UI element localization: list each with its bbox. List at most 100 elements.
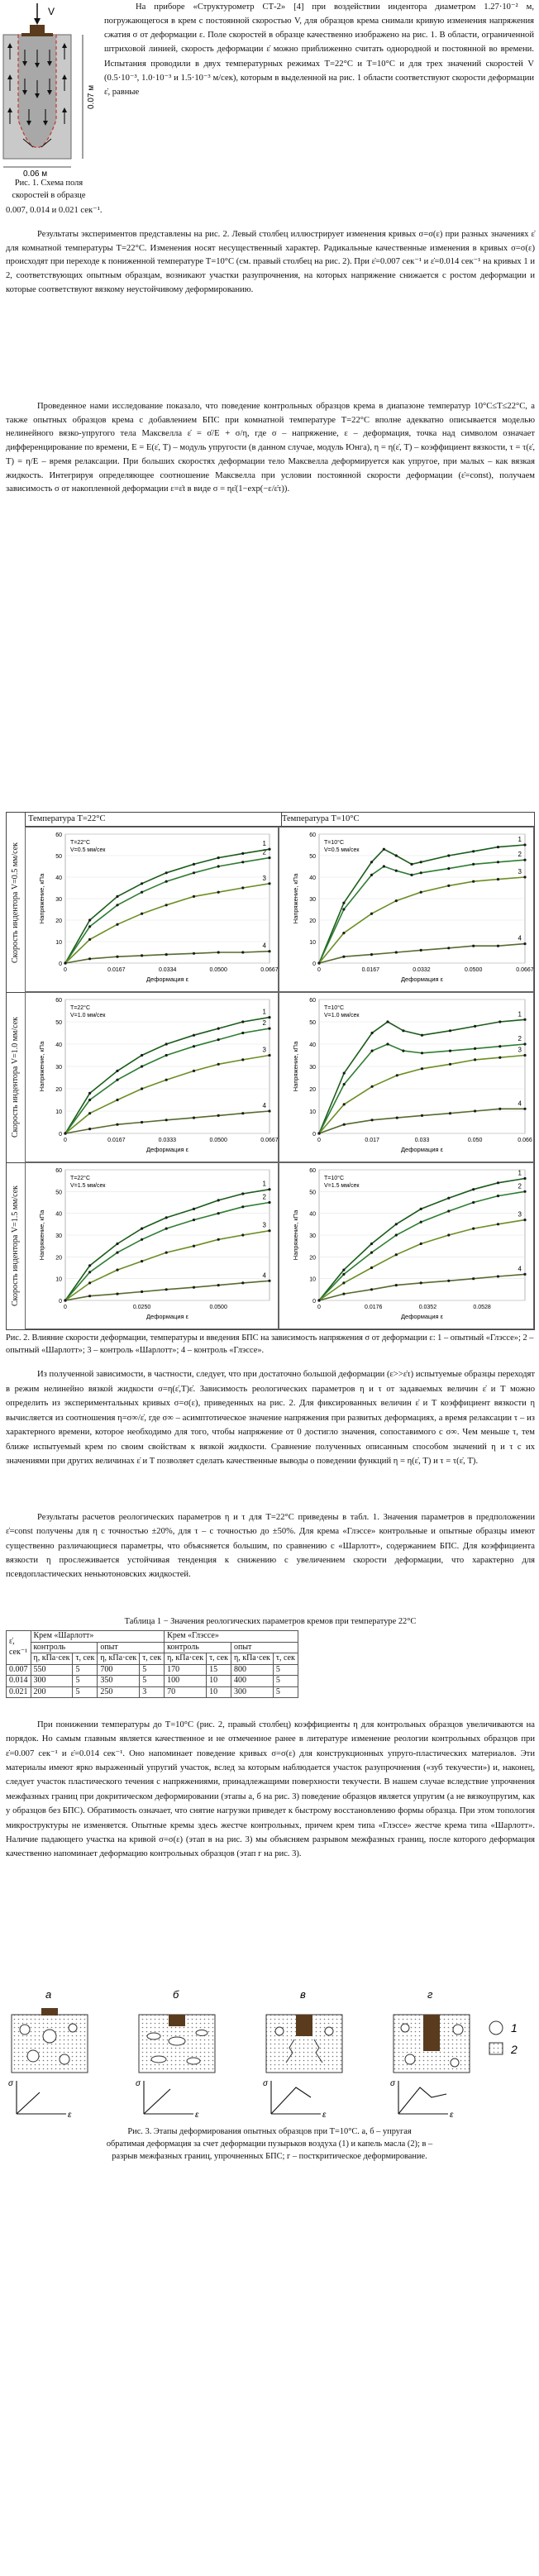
- intro-paragraph-1: На приборе «Структурометр СТ-2» [4] при …: [104, 2, 534, 97]
- chart-svg: 0 10 20 30 40 50 60 0 0.017 0.033 0.050 0.066 Деформ…: [292, 998, 532, 1153]
- data-point: [165, 1078, 168, 1081]
- data-point: [342, 1083, 346, 1086]
- svg-text:σ: σ: [390, 2079, 396, 2088]
- y-tick-label: 10: [309, 940, 316, 946]
- data-point: [141, 882, 144, 885]
- data-point: [217, 1284, 220, 1287]
- legend-text: T=22°C: [70, 1175, 90, 1181]
- data-point: [474, 1058, 477, 1061]
- series-label: 4: [518, 1265, 522, 1272]
- series-label: 3: [263, 875, 267, 882]
- data-point: [447, 1279, 451, 1282]
- data-point: [523, 942, 527, 946]
- svg-text:ε: ε: [195, 2111, 199, 2119]
- x-tick-label: 0: [317, 1138, 321, 1143]
- x-tick-label: 0.0528: [473, 1305, 491, 1310]
- data-point: [394, 899, 398, 903]
- x-tick-label: 0.0332: [413, 967, 431, 973]
- y-tick-label: 40: [309, 1042, 316, 1048]
- data-point: [447, 867, 451, 871]
- x-tick-label: 0.0333: [159, 1138, 177, 1143]
- x-axis-label: Деформация ε: [401, 1146, 444, 1153]
- data-point: [342, 908, 346, 911]
- data-point: [141, 1053, 144, 1057]
- table1-sub-exp-a: опыт: [97, 1641, 165, 1653]
- data-point: [472, 1200, 475, 1205]
- legend-text: T=22°C: [70, 839, 90, 846]
- data-point: [496, 846, 500, 849]
- data-point: [268, 1200, 271, 1205]
- x-axis-label: Деформация ε: [146, 976, 189, 983]
- data-point: [64, 1299, 67, 1302]
- data-point: [496, 1195, 500, 1198]
- series-label: 1: [263, 1181, 267, 1188]
- label-width: 0.06 м: [23, 169, 47, 177]
- x-axis-label: Деформация ε: [146, 1313, 189, 1320]
- data-point: [402, 1049, 405, 1052]
- y-tick-label: 60: [55, 832, 62, 838]
- data-point: [217, 1027, 220, 1030]
- legend-text: V=1.0 мм/сек: [324, 1013, 360, 1018]
- table-row: 0.007 550 5 700 5 170 15 800 5: [6, 1663, 298, 1676]
- data-point: [141, 1065, 144, 1068]
- data-point: [472, 1188, 475, 1191]
- data-point: [394, 854, 398, 857]
- data-point: [141, 1120, 144, 1124]
- data-point: [472, 1277, 475, 1281]
- data-point: [474, 1024, 477, 1028]
- data-point: [268, 847, 271, 851]
- data-point: [317, 1132, 321, 1135]
- data-point: [370, 1251, 374, 1254]
- data-point: [88, 957, 92, 961]
- velocity-field-diagram: V 0.07 м 0.06 м: [2, 3, 96, 179]
- table1-group-charlotte: Крем «Шарлотт»: [30, 1630, 165, 1643]
- x-tick-label: 0.0352: [419, 1305, 437, 1310]
- data-point: [382, 865, 385, 868]
- data-point: [523, 1219, 527, 1222]
- y-tick-label: 0: [59, 1132, 62, 1138]
- series-label: 4: [263, 1102, 267, 1109]
- data-point: [192, 1045, 196, 1048]
- data-point: [241, 1192, 245, 1195]
- data-point: [241, 1020, 245, 1023]
- data-point: [523, 1042, 527, 1046]
- series-label: 4: [518, 1100, 522, 1107]
- svg-text:1: 1: [511, 2021, 518, 2035]
- x-tick-label: 0.0167: [107, 967, 126, 973]
- series-label: 1: [263, 840, 267, 847]
- data-point: [88, 1112, 92, 1115]
- x-tick-label: 0.0500: [465, 967, 483, 973]
- data-point: [116, 923, 119, 926]
- x-tick-label: 0.033: [415, 1138, 430, 1143]
- y-axis-label: Напряжение, кПа: [38, 1209, 45, 1260]
- y-tick-label: 30: [309, 1065, 316, 1071]
- series-label: 2: [263, 1019, 267, 1027]
- data-point: [496, 1181, 500, 1185]
- data-point: [523, 1107, 527, 1110]
- y-tick-label: 60: [55, 998, 62, 1004]
- y-tick-label: 20: [55, 1255, 62, 1261]
- legend-text: V=1.0 мм/сек: [70, 1013, 106, 1018]
- data-point: [165, 1042, 168, 1046]
- data-point: [192, 894, 196, 898]
- data-point: [498, 1020, 502, 1023]
- data-point: [64, 961, 67, 965]
- x-tick-label: 0.0176: [365, 1305, 383, 1310]
- deformation-stages-diagram: а б в г 1 2: [8, 1988, 518, 2120]
- data-point: [116, 1242, 119, 1246]
- data-point: [165, 1288, 168, 1291]
- col-header-right: Температура T=10°C: [279, 813, 534, 827]
- table1-h-eta: η, кПа·сек: [30, 1653, 74, 1665]
- svg-text:2: 2: [510, 2043, 518, 2056]
- data-point: [370, 1266, 374, 1270]
- chart-panel-6: 0 10 20 30 40 50 60 0 0.0176 0.0352 0.0528 Деформац…: [279, 1162, 534, 1329]
- row-label-1: Скорость индентора V=0.5 мм/сек: [7, 813, 26, 993]
- data-point: [342, 1071, 346, 1075]
- data-point: [141, 1260, 144, 1263]
- fig3-legend: 1 2: [489, 2020, 518, 2056]
- data-point: [192, 1207, 196, 1210]
- body3-paragraph-1: При понижении температуры до T=10°C (рис…: [6, 1720, 535, 1859]
- series-line: [318, 1018, 526, 1134]
- data-point: [192, 952, 196, 955]
- y-tick-label: 20: [309, 1087, 316, 1093]
